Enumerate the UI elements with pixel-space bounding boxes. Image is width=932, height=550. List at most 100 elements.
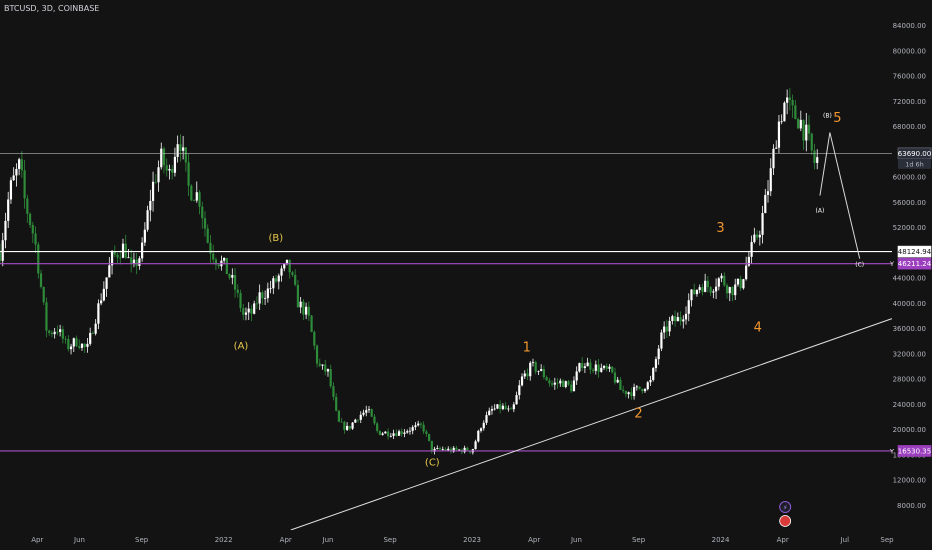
candle-body: [42, 286, 45, 303]
countdown-box: [898, 158, 931, 169]
candle-body: [392, 433, 395, 436]
candle-body: [739, 278, 742, 289]
candle-body: [673, 316, 677, 322]
candle-body: [89, 332, 92, 344]
candle-body: [299, 301, 302, 308]
x-tick-label: Sep: [632, 536, 646, 544]
candle-body: [594, 364, 597, 371]
candle-body: [436, 448, 439, 449]
y-tick-label: 12000.00: [893, 477, 926, 485]
candle-body: [419, 423, 423, 425]
candle-body: [356, 419, 360, 421]
candle-body: [274, 278, 278, 282]
candle-body: [378, 430, 382, 435]
candle-body: [9, 180, 13, 200]
candle-body: [660, 332, 663, 349]
candle-body: [717, 278, 720, 287]
candle-body: [772, 148, 775, 169]
candle-body: [542, 369, 545, 378]
candle-body: [179, 144, 182, 151]
candle-body: [198, 192, 201, 207]
x-tick-label: Jun: [570, 536, 582, 544]
candle-body: [127, 257, 130, 259]
y-tick-label: 68000.00: [893, 123, 926, 131]
candles-layer: [0, 88, 819, 455]
candle-body: [253, 303, 256, 314]
candle-body: [684, 313, 688, 320]
price-label-box: [897, 445, 932, 457]
wave-labels-layer: (A) (B) (C) 1 2 3 4 5 (A) (B) (C): [234, 111, 864, 469]
candle-body: [813, 150, 816, 163]
candle-body: [15, 168, 18, 176]
candle-body: [531, 362, 535, 363]
candle-body: [192, 200, 196, 202]
candle-body: [408, 430, 412, 432]
candle-body: [794, 105, 797, 119]
candle-body: [381, 433, 384, 435]
candle-body: [485, 415, 488, 423]
candle-body: [597, 364, 600, 372]
candle-body: [266, 288, 269, 299]
candle-body: [72, 338, 75, 347]
candle-body: [48, 330, 51, 333]
y-tick-label: 8000.00: [897, 502, 926, 510]
candle-body: [132, 259, 136, 264]
price-label-box: [897, 257, 932, 270]
candle-body: [515, 395, 518, 405]
lightning-icon: [779, 501, 792, 513]
candle-body: [474, 441, 477, 450]
candle-body: [605, 365, 608, 369]
candle-body: [736, 278, 740, 285]
candle-body: [649, 379, 652, 383]
candle-body: [321, 364, 324, 366]
candle-body: [91, 332, 95, 334]
candle-body: [608, 366, 611, 369]
candle-body: [335, 396, 338, 411]
candle-body: [354, 419, 357, 423]
candle-body: [348, 425, 351, 429]
candle-body: [624, 390, 627, 395]
candle-body: [504, 405, 507, 410]
price-label-text: 48124.94: [898, 248, 932, 256]
lightning-glyph: ⚡: [783, 504, 788, 512]
candle-body: [676, 317, 679, 322]
candle-body: [184, 147, 187, 163]
candle-body: [280, 268, 283, 276]
candle-body: [695, 289, 699, 295]
candle-body: [619, 379, 622, 390]
candle-body: [332, 386, 335, 397]
candle-body: [78, 346, 81, 348]
candle-body: [714, 286, 718, 292]
wave-label: 5: [833, 111, 841, 126]
candle-body: [365, 410, 368, 413]
candle-body: [428, 433, 431, 441]
candle-body: [753, 234, 756, 243]
candle-body: [135, 259, 138, 266]
candle-body: [725, 285, 729, 294]
candle-body: [572, 380, 576, 392]
candle-body: [264, 298, 267, 299]
candle-body: [324, 364, 327, 372]
candle-body: [373, 416, 376, 424]
candle-body: [805, 124, 808, 141]
candle-body: [26, 198, 29, 214]
candle-body: [458, 449, 461, 451]
candle-body: [788, 97, 791, 101]
candle-body: [745, 265, 748, 280]
candle-body: [520, 376, 524, 386]
candle-body: [367, 409, 371, 411]
x-tick-label: Sep: [880, 536, 894, 544]
candle-body: [701, 287, 704, 292]
candle-body: [447, 448, 450, 451]
candle-body: [586, 362, 589, 367]
candle-body: [589, 362, 592, 370]
candle-body: [75, 338, 78, 347]
candle-body: [559, 380, 562, 384]
candle-body: [18, 159, 21, 169]
candle-body: [526, 373, 529, 377]
candle-body: [182, 147, 185, 151]
annotation-lines-layer: [0, 132, 893, 531]
candle-body: [723, 275, 726, 286]
candle-body: [477, 430, 480, 442]
